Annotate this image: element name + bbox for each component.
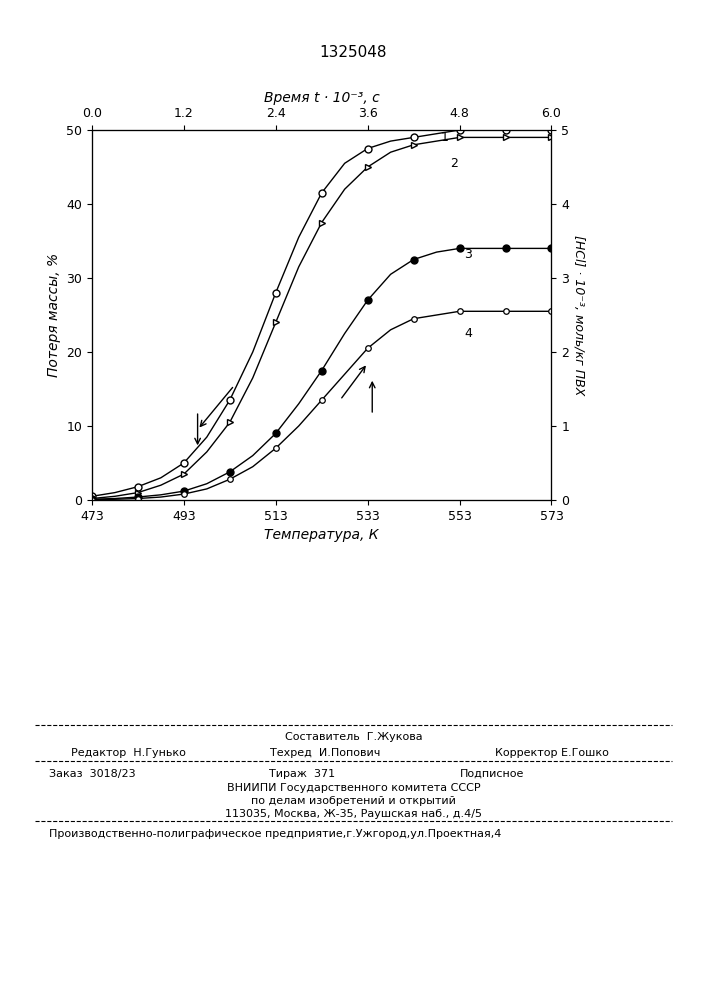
X-axis label: Время t · 10⁻³, с: Время t · 10⁻³, с xyxy=(264,91,380,105)
Text: 1: 1 xyxy=(441,131,449,144)
Text: 1325048: 1325048 xyxy=(320,45,387,60)
Text: Подписное: Подписное xyxy=(460,769,524,779)
Text: Редактор  Н.Гунько: Редактор Н.Гунько xyxy=(71,748,185,758)
Text: Тираж  371: Тираж 371 xyxy=(269,769,335,779)
Y-axis label: [НCl] · 10⁻³, моль/кг ПВХ: [НCl] · 10⁻³, моль/кг ПВХ xyxy=(573,235,586,395)
Text: Корректор Е.Гошко: Корректор Е.Гошко xyxy=(494,748,609,758)
Text: Техред  И.Попович: Техред И.Попович xyxy=(270,748,380,758)
Y-axis label: Потеря массы, %: Потеря массы, % xyxy=(47,253,61,377)
Text: 2: 2 xyxy=(450,157,458,170)
Text: Заказ  3018/23: Заказ 3018/23 xyxy=(49,769,136,779)
Text: 4: 4 xyxy=(464,327,472,340)
Text: Производственно-полиграфическое предприятие,г.Ужгород,ул.Проектная,4: Производственно-полиграфическое предприя… xyxy=(49,829,502,839)
Text: Составитель  Г.Жукова: Составитель Г.Жукова xyxy=(285,732,422,742)
Text: ВНИИПИ Государственного комитета СССР: ВНИИПИ Государственного комитета СССР xyxy=(227,783,480,793)
Text: по делам изобретений и открытий: по делам изобретений и открытий xyxy=(251,796,456,806)
X-axis label: Температура, К: Температура, К xyxy=(264,528,379,542)
Text: 113035, Москва, Ж-35, Раушская наб., д.4/5: 113035, Москва, Ж-35, Раушская наб., д.4… xyxy=(225,809,482,819)
Text: 3: 3 xyxy=(464,248,472,261)
